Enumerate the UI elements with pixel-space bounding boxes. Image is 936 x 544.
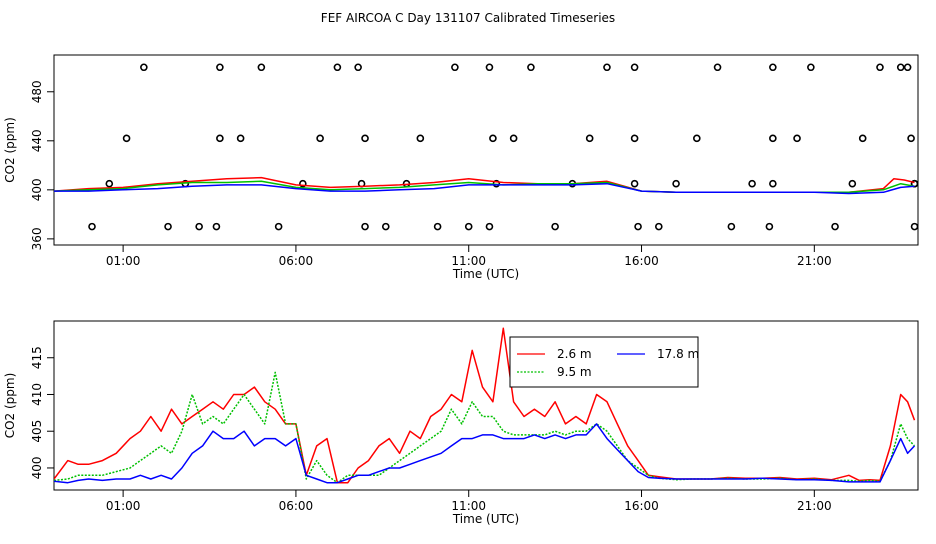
top-plot-area: [54, 63, 918, 231]
top-y-tick-label: 360: [30, 227, 44, 250]
top-x-tick-label: 21:00: [797, 254, 832, 268]
top-data-point: [361, 222, 369, 231]
top-series-line-2: [54, 182, 915, 195]
top-data-point: [630, 134, 639, 143]
bottom-series-line-17-8-m: [54, 423, 916, 484]
top-data-point: [333, 63, 342, 72]
top-data-point: [464, 222, 473, 231]
top-data-point: [361, 134, 369, 143]
bottom-plot-area: [54, 327, 916, 484]
top-data-point: [195, 222, 203, 231]
top-chart-panel: Time (UTC) CO2 (ppm) 01:00 06:00 11:00 16:0…: [3, 54, 919, 281]
top-x-tick-label: 16:00: [624, 254, 659, 268]
top-data-point: [713, 63, 722, 72]
top-data-point: [299, 179, 307, 188]
top-data-point: [630, 179, 639, 188]
top-data-point: [216, 63, 224, 72]
top-data-point: [585, 134, 594, 143]
bottom-y-tick-label: 410: [30, 383, 44, 406]
top-data-point: [509, 134, 518, 143]
top-data-point: [433, 222, 442, 231]
bottom-x-tick-label: 01:00: [106, 499, 141, 513]
top-data-point: [381, 222, 390, 231]
top-data-point: [489, 134, 497, 143]
top-x-tick-label: 01:00: [106, 254, 141, 268]
bottom-y-tick-label: 405: [30, 420, 44, 443]
top-data-point: [727, 222, 736, 231]
top-data-point: [634, 222, 642, 231]
top-data-point: [807, 63, 815, 72]
top-data-point: [693, 134, 701, 143]
top-data-point: [551, 222, 559, 231]
bottom-chart-panel: Time (UTC) CO2 (ppm) 01:00 06:00 11:00 16:0…: [3, 320, 919, 526]
bottom-x-tick-label: 16:00: [624, 499, 659, 513]
top-chart-y-axis-label: CO2 (ppm): [3, 117, 17, 183]
bottom-chart-x-axis-label: Time (UTC): [452, 512, 519, 526]
top-data-point: [896, 63, 905, 72]
bottom-y-tick-label: 415: [30, 346, 44, 369]
top-x-tick-label: 06:00: [279, 254, 314, 268]
top-data-point: [765, 222, 774, 231]
bottom-plot-frame: [53, 320, 919, 491]
top-data-point: [122, 134, 131, 143]
bottom-x-tick-label: 11:00: [451, 499, 486, 513]
top-data-point: [831, 222, 839, 231]
top-data-point: [769, 179, 777, 188]
top-data-point: [876, 63, 884, 72]
top-data-point: [216, 134, 224, 143]
top-data-point: [630, 63, 639, 72]
top-data-point: [769, 63, 777, 72]
legend-label-2-6m: 2.6 m: [557, 347, 592, 361]
bottom-series-line-2-6-m: [54, 327, 916, 484]
bottom-chart-legend: 2.6 m 17.8 m 9.5 m: [509, 336, 699, 388]
top-data-point: [257, 63, 266, 72]
top-data-point: [527, 63, 535, 72]
top-y-tick-label: 400: [30, 178, 44, 201]
top-data-point: [88, 222, 96, 231]
top-data-point: [485, 222, 494, 231]
top-data-point: [354, 63, 362, 72]
figure-title: FEF AIRCOA C Day 131107 Calibrated Times…: [321, 11, 615, 25]
bottom-x-tick-label: 21:00: [797, 499, 832, 513]
legend-label-17-8m: 17.8 m: [657, 347, 699, 361]
bottom-x-tick-label: 06:00: [279, 499, 314, 513]
top-data-point: [907, 134, 915, 143]
top-y-tick-label: 480: [30, 80, 44, 103]
legend-label-9-5m: 9.5 m: [557, 365, 592, 379]
top-data-point: [748, 179, 756, 188]
top-y-tick-label: 440: [30, 129, 44, 152]
top-plot-frame: [53, 54, 919, 246]
top-data-point: [164, 222, 172, 231]
top-data-point: [858, 134, 867, 143]
top-data-point: [903, 63, 912, 72]
top-data-point: [105, 179, 114, 188]
top-data-point: [140, 63, 148, 72]
top-data-point: [485, 63, 494, 72]
top-data-point: [316, 134, 324, 143]
top-data-point: [793, 134, 801, 143]
top-data-point: [910, 222, 918, 231]
top-data-point: [654, 222, 663, 231]
top-data-point: [451, 63, 459, 72]
top-data-point: [236, 134, 245, 143]
top-data-point: [212, 222, 221, 231]
top-data-point: [274, 222, 283, 231]
top-data-point: [603, 63, 611, 72]
top-data-point: [848, 179, 857, 188]
bottom-chart-y-axis-label: CO2 (ppm): [3, 373, 17, 439]
top-data-point: [416, 134, 425, 143]
bottom-y-tick-label: 400: [30, 457, 44, 480]
top-x-tick-label: 11:00: [451, 254, 486, 268]
top-chart-x-axis-label: Time (UTC): [452, 267, 519, 281]
top-data-point: [672, 179, 680, 188]
top-data-point: [769, 134, 777, 143]
